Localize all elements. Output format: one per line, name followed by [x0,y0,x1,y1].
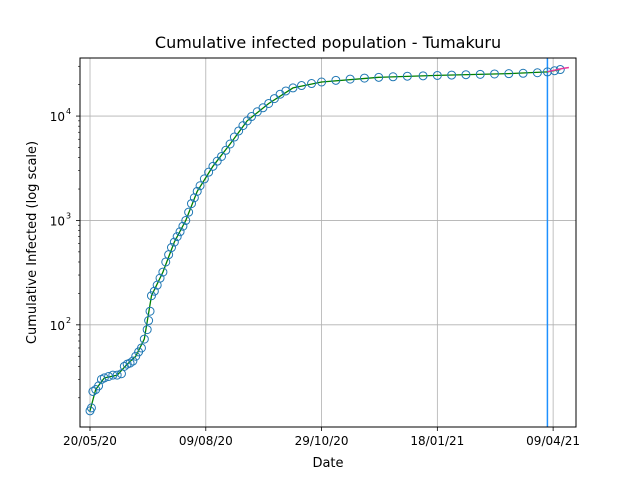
observed-point [288,83,298,93]
observed-point [204,167,214,177]
observed-point [234,126,244,136]
observed-point [145,306,155,316]
observed-point [297,81,307,91]
observed-point [307,79,317,89]
forecast-line [547,66,570,73]
observed-point [402,71,412,81]
x-axis-label: Date [312,456,343,471]
observed-point [158,267,168,277]
observed-point [136,343,146,353]
observed-series [85,65,565,416]
observed-point [461,70,471,80]
observed-point [192,186,202,196]
y-tick-label: 10 [50,319,65,333]
observed-point [504,69,514,79]
fit-line [89,68,561,411]
y-axis-label: Cumulative Infected (log scale) [25,141,40,344]
observed-point [178,221,188,231]
observed-point [128,356,138,366]
observed-point [186,199,196,209]
observed-point [142,325,152,335]
observed-point [172,232,182,242]
x-tick-label: 20/05/20 [63,434,117,448]
observed-point [258,103,268,113]
forecast-series [547,66,570,73]
observed-point [518,68,528,78]
observed-point [331,75,341,85]
observed-point [475,69,485,79]
grid [80,58,576,427]
observed-point [169,237,179,247]
x-axis-ticks: 20/05/20 09/08/20 29/10/20 18/01/21 09/04/21 [63,427,580,448]
observed-point [225,139,235,149]
y-tick-label: 10 [50,110,65,124]
x-tick-label: 18/01/21 [410,434,464,448]
observed-point [155,273,165,283]
y-tick-label: 10 [50,214,65,228]
observed-point [199,174,209,184]
observed-point [432,70,442,80]
plot-frame [79,57,577,428]
observed-point [99,373,109,383]
observed-point [374,72,384,82]
observed-point [184,207,194,217]
observed-point [542,67,552,77]
chart-title: Cumulative infected population - Tumakur… [155,33,501,52]
y-tick-exponent: 3 [66,211,71,220]
x-tick-label: 09/08/20 [179,434,233,448]
observed-point [359,73,369,83]
observed-point [125,358,135,368]
observed-point [229,132,239,142]
observed-point [252,107,262,117]
y-tick-exponent: 2 [66,316,71,325]
observed-point [139,334,149,344]
observed-point [166,243,176,253]
observed-point [532,68,542,78]
observed-point [388,72,398,82]
x-tick-label: 09/04/21 [526,434,580,448]
observed-point [108,370,118,380]
observed-point [149,286,159,296]
observed-point [175,227,185,237]
observed-point [247,112,257,122]
observed-point [264,98,274,108]
fit-series [89,68,561,411]
observed-point [144,316,154,326]
observed-point [317,77,327,87]
observed-point [269,94,279,104]
observed-point [418,71,428,81]
observed-point [104,371,114,381]
observed-point [112,370,122,380]
observed-point [181,215,191,225]
observed-point [221,145,231,155]
observed-point [195,181,205,191]
y-tick-exponent: 4 [66,107,71,116]
observed-point [447,70,457,80]
observed-point [86,403,96,413]
observed-point [88,386,98,396]
observed-point [146,291,156,301]
observed-point [217,151,227,161]
observed-point [490,69,500,79]
x-tick-label: 29/10/20 [295,434,349,448]
observed-point [345,74,355,84]
